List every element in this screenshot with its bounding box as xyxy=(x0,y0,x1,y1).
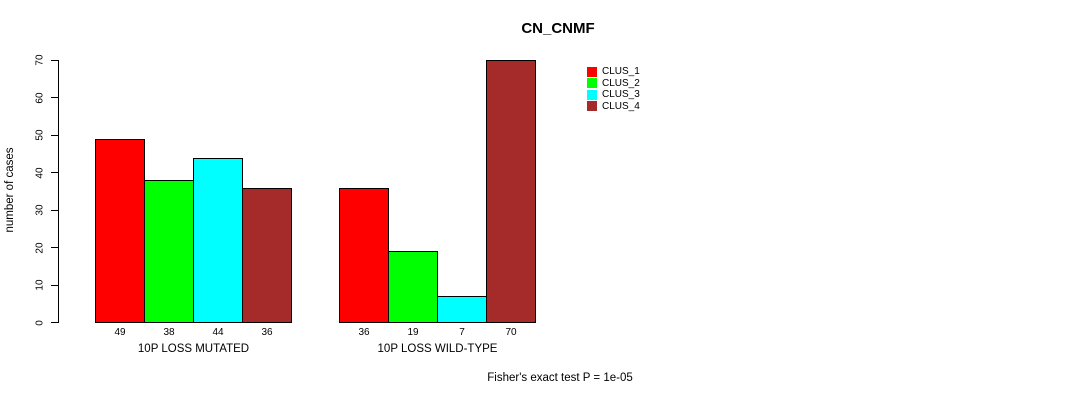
bar-CLUS_4-group2 xyxy=(486,60,536,323)
bar-CLUS_4-group1 xyxy=(242,187,292,323)
legend-item: CLUS_2 xyxy=(587,78,640,89)
bar-value-label: 38 xyxy=(163,327,175,338)
legend-swatch-CLUS_2 xyxy=(587,78,597,88)
bar-value-label: 44 xyxy=(212,327,224,338)
legend-label: CLUS_3 xyxy=(602,89,640,100)
legend: CLUS_1 CLUS_2 CLUS_3 CLUS_4 xyxy=(587,66,640,112)
y-tick-label: 50 xyxy=(34,129,46,141)
bar-value-label: 36 xyxy=(261,327,273,338)
group-label: 10P LOSS WILD-TYPE xyxy=(377,343,498,355)
y-tick-mark xyxy=(51,209,59,211)
y-tick-label: 20 xyxy=(34,241,46,254)
bar-value-label: 70 xyxy=(505,327,517,338)
y-tick-label: 60 xyxy=(34,91,46,104)
chart-title: CN_CNMF xyxy=(521,20,595,37)
bar-CLUS_1-group1 xyxy=(95,138,145,323)
y-tick-label: 70 xyxy=(34,54,46,66)
legend-swatch-CLUS_4 xyxy=(587,101,597,111)
y-tick-mark xyxy=(51,247,59,248)
y-tick-mark xyxy=(51,172,59,173)
y-tick-mark xyxy=(51,322,59,323)
bar-value-label: 49 xyxy=(114,327,126,338)
legend-label: CLUS_2 xyxy=(602,77,640,89)
legend-label: CLUS_1 xyxy=(602,66,640,77)
legend-item: CLUS_3 xyxy=(587,89,640,100)
group-label: 10P LOSS MUTATED xyxy=(137,343,250,355)
y-axis-line xyxy=(58,60,59,323)
bar-CLUS_1-group2 xyxy=(339,187,389,323)
legend-item: CLUS_1 xyxy=(587,66,640,77)
footnote: Fisher's exact test P = 1e-05 xyxy=(487,372,633,384)
bar-CLUS_3-group1 xyxy=(193,157,243,323)
bar-CLUS_2-group1 xyxy=(144,180,194,323)
y-tick-mark xyxy=(51,59,59,61)
y-tick-label: 40 xyxy=(34,166,46,179)
bar-value-label: 7 xyxy=(459,327,465,338)
bar-value-label: 36 xyxy=(358,327,370,338)
y-tick-mark xyxy=(51,97,59,98)
y-axis-label: number of cases xyxy=(4,147,16,233)
y-tick-mark xyxy=(51,284,59,286)
y-tick-label: 0 xyxy=(34,319,46,326)
bar-CLUS_3-group2 xyxy=(437,296,487,323)
y-tick-mark xyxy=(51,134,59,136)
legend-swatch-CLUS_3 xyxy=(587,89,597,100)
legend-item: CLUS_4 xyxy=(587,101,640,112)
bar-CLUS_2-group2 xyxy=(388,251,438,323)
y-tick-label: 30 xyxy=(34,204,46,216)
legend-swatch-CLUS_1 xyxy=(587,66,597,77)
bar-value-label: 19 xyxy=(407,327,419,338)
y-tick-label: 10 xyxy=(34,279,46,291)
legend-label: CLUS_4 xyxy=(602,100,640,112)
